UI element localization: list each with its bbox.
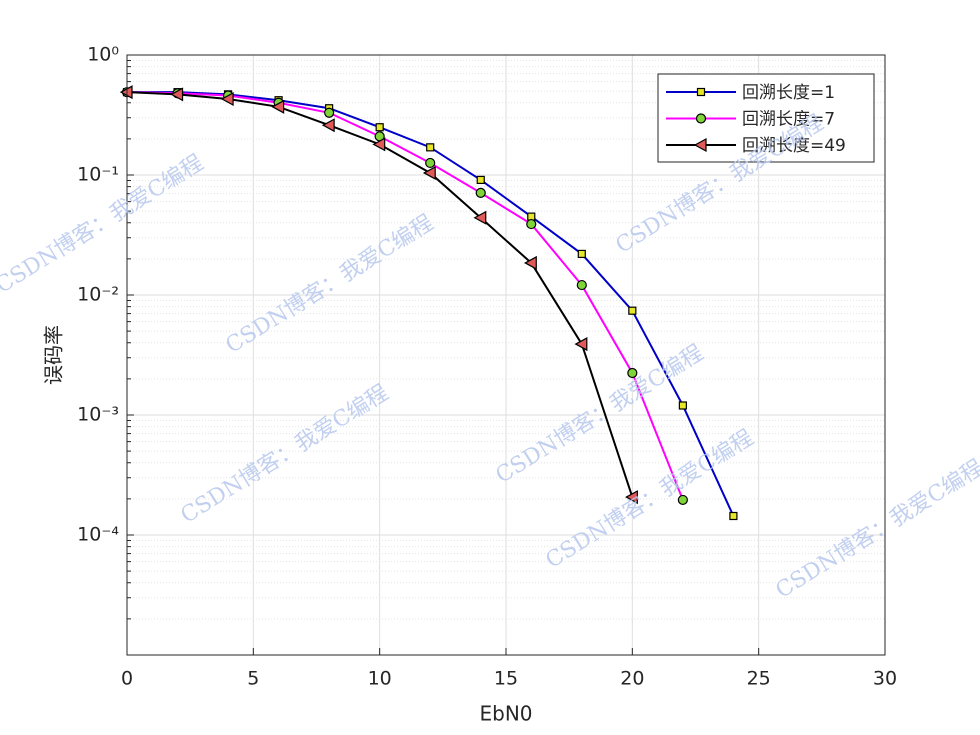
- marker: [729, 511, 738, 521]
- series-line: [126, 91, 684, 501]
- marker: [678, 401, 687, 410]
- marker: [574, 337, 588, 352]
- legend-label: 回溯长度=1: [742, 83, 835, 103]
- marker: [422, 165, 436, 180]
- marker: [577, 249, 586, 259]
- x-tick-label: 15: [494, 668, 518, 690]
- x-axis-label: EbN0: [479, 702, 532, 726]
- marker: [425, 157, 436, 169]
- marker: [627, 367, 638, 379]
- marker: [321, 118, 335, 133]
- y-tick-label: 10⁰: [87, 44, 119, 66]
- marker: [476, 175, 485, 185]
- legend-label: 回溯长度=49: [742, 136, 846, 156]
- marker: [271, 99, 285, 114]
- x-tick-label: 10: [368, 668, 392, 690]
- marker: [696, 87, 706, 97]
- marker: [625, 490, 638, 505]
- x-tick-label: 0: [121, 668, 133, 690]
- marker: [677, 494, 688, 506]
- marker: [372, 137, 386, 152]
- marker: [426, 143, 435, 152]
- y-tick-label: 10⁻²: [77, 284, 119, 306]
- marker: [693, 137, 707, 153]
- marker: [695, 113, 707, 124]
- y-tick-label: 10⁻³: [77, 404, 119, 426]
- axes-box: [126, 54, 886, 656]
- marker: [576, 279, 587, 291]
- x-tick-label: 30: [873, 668, 897, 690]
- y-tick-label: 10⁻¹: [77, 164, 119, 186]
- marker: [524, 255, 537, 270]
- legend-label: 回溯长度=7: [742, 110, 835, 130]
- x-tick-label: 25: [747, 668, 771, 690]
- x-tick-label: 5: [247, 668, 259, 690]
- legend: 回溯长度=1 回溯长度=7 回溯长度=49: [657, 73, 875, 163]
- marker: [628, 306, 637, 315]
- marker: [220, 91, 234, 106]
- marker: [475, 187, 486, 198]
- x-tick-label: 20: [620, 668, 644, 690]
- marker: [375, 123, 384, 132]
- marker: [170, 87, 184, 102]
- marker: [324, 107, 335, 118]
- marker: [526, 218, 537, 230]
- marker: [473, 210, 487, 225]
- y-tick-label: 10⁻⁴: [77, 524, 119, 546]
- y-axis-label: 误码率: [42, 325, 66, 385]
